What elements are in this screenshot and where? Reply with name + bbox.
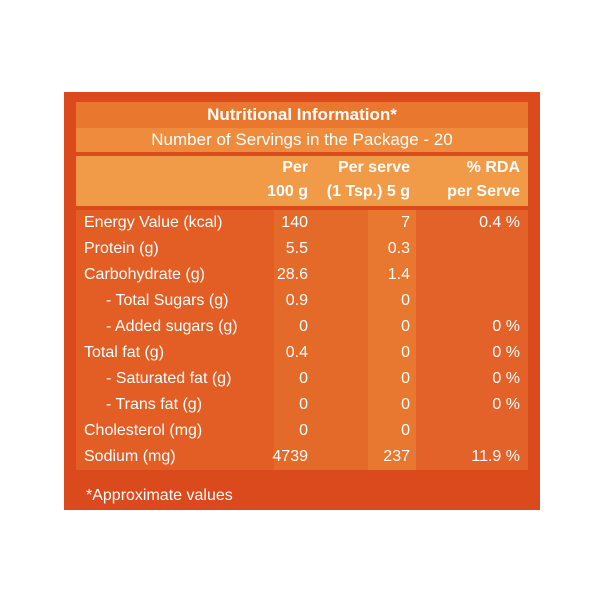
header-rda: % RDA per Serve <box>447 156 520 206</box>
nutrient-name: - Total Sugars (g) <box>106 292 229 309</box>
nutrition-panel: Nutritional Information* Number of Servi… <box>64 92 540 510</box>
table-row: - Saturated fat (g) 0 0 0 % <box>76 366 528 392</box>
value-per-serve: 0 <box>401 370 410 387</box>
rda-column-bg <box>416 210 528 470</box>
servings-band: Number of Servings in the Package - 20 <box>76 128 528 152</box>
value-rda: 0 % <box>492 344 520 361</box>
value-per-serve: 0.3 <box>387 240 410 257</box>
value-rda: 0 % <box>492 318 520 335</box>
header-per-100g-line1: Per <box>282 159 308 176</box>
value-per-serve: 0 <box>401 318 410 335</box>
value-per-100g: 0 <box>299 318 308 335</box>
value-per-serve: 7 <box>401 214 410 231</box>
nutrient-name: - Trans fat (g) <box>106 396 203 413</box>
nutrient-name: Protein (g) <box>84 240 159 257</box>
value-per-100g: 0.4 <box>285 344 308 361</box>
value-rda: 0.4 % <box>479 214 520 231</box>
footnote: *Approximate values <box>86 487 233 504</box>
table-row: Sodium (mg) 4739 237 11.9 % <box>76 444 528 470</box>
value-per-100g: 140 <box>281 214 308 231</box>
table-row: Total fat (g) 0.4 0 0 % <box>76 340 528 366</box>
header-rda-line1: % RDA <box>466 159 520 176</box>
value-per-100g: 0 <box>299 422 308 439</box>
value-per-100g: 4739 <box>272 448 308 465</box>
nutrient-name: Sodium (mg) <box>84 448 176 465</box>
value-per-serve: 1.4 <box>387 266 410 283</box>
header-per-serve-line2: (1 Tsp.) 5 g <box>326 183 410 200</box>
value-per-serve: 237 <box>383 448 410 465</box>
table-row: Cholesterol (mg) 0 0 <box>76 418 528 444</box>
nutrient-name: - Saturated fat (g) <box>106 370 232 387</box>
header-per-100g-line2: 100 g <box>267 183 308 200</box>
table-header: Per 100 g Per serve (1 Tsp.) 5 g % RDA p… <box>76 156 528 206</box>
header-rda-line2: per Serve <box>447 183 520 200</box>
value-per-100g: 0 <box>299 396 308 413</box>
value-per-100g: 5.5 <box>285 240 308 257</box>
nutrient-name: Energy Value (kcal) <box>84 214 223 231</box>
value-rda: 0 % <box>492 370 520 387</box>
table-row: - Trans fat (g) 0 0 0 % <box>76 392 528 418</box>
table-row: Energy Value (kcal) 140 7 0.4 % <box>76 210 528 236</box>
value-per-serve: 0 <box>401 344 410 361</box>
title-band: Nutritional Information* <box>76 102 528 128</box>
value-per-serve: 0 <box>401 422 410 439</box>
servings-text: Number of Servings in the Package - 20 <box>151 130 453 149</box>
header-per-serve: Per serve (1 Tsp.) 5 g <box>327 156 410 206</box>
perserve-column-bg <box>368 210 416 470</box>
value-per-100g: 0.9 <box>285 292 308 309</box>
value-per-serve: 0 <box>401 292 410 309</box>
value-per-serve: 0 <box>401 396 410 413</box>
nutrient-name: Carbohydrate (g) <box>84 266 205 283</box>
value-per-100g: 28.6 <box>276 266 308 283</box>
value-rda: 11.9 % <box>471 448 520 465</box>
nutrient-name: Total fat (g) <box>84 344 165 361</box>
table-row: - Added sugars (g) 0 0 0 % <box>76 314 528 340</box>
table-row: - Total Sugars (g) 0.9 0 <box>76 288 528 314</box>
table-row: Carbohydrate (g) 28.6 1.4 <box>76 262 528 288</box>
header-per-100g: Per 100 g <box>267 156 308 206</box>
nutrition-title: Nutritional Information* <box>207 105 397 124</box>
per100-column-bg <box>274 210 368 470</box>
value-rda: 0 % <box>492 396 520 413</box>
nutrient-name: Cholesterol (mg) <box>84 422 203 439</box>
value-per-100g: 0 <box>299 370 308 387</box>
header-per-serve-line1: Per serve <box>337 159 410 176</box>
nutrient-name: - Added sugars (g) <box>106 318 238 335</box>
label-column-bg <box>76 210 274 470</box>
table-row: Protein (g) 5.5 0.3 <box>76 236 528 262</box>
